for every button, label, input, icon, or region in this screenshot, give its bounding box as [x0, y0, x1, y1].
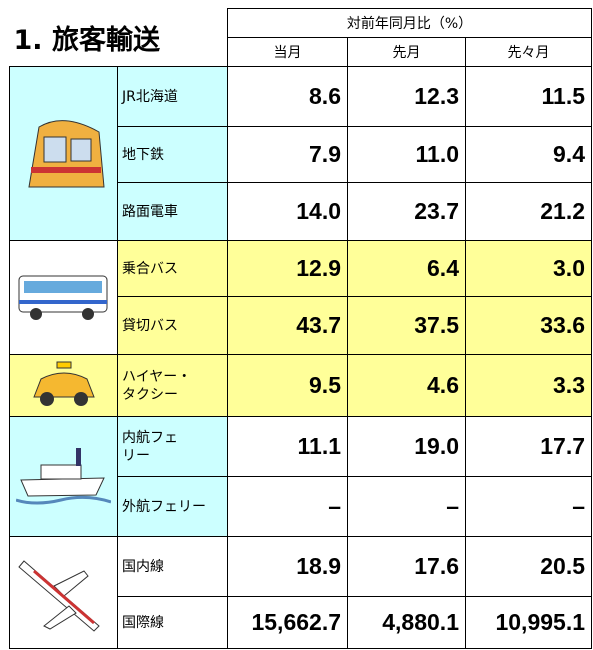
value-cell: 33.6	[466, 297, 592, 355]
header-group: 対前年同月比（%）	[228, 9, 592, 38]
icon-cell	[10, 67, 118, 241]
value-cell: 11.1	[228, 417, 348, 477]
title: 1. 旅客輸送	[10, 9, 228, 67]
row-label: JR北海道	[118, 67, 228, 127]
value-cell: 9.4	[466, 127, 592, 183]
value-cell: 19.0	[348, 417, 466, 477]
value-cell: 20.5	[466, 537, 592, 597]
value-cell: 9.5	[228, 355, 348, 417]
value-cell: 18.9	[228, 537, 348, 597]
value-cell: 7.9	[228, 127, 348, 183]
icon-cell	[10, 537, 118, 649]
value-cell: 23.7	[348, 183, 466, 241]
row-label: 国際線	[118, 597, 228, 649]
value-cell: 12.3	[348, 67, 466, 127]
column-header: 先月	[348, 38, 466, 67]
icon-cell	[10, 417, 118, 537]
value-cell: 4,880.1	[348, 597, 466, 649]
value-cell: 17.6	[348, 537, 466, 597]
value-cell: 3.0	[466, 241, 592, 297]
value-cell: 17.7	[466, 417, 592, 477]
value-cell: 15,662.7	[228, 597, 348, 649]
icon-cell	[10, 355, 118, 417]
row-label: 地下鉄	[118, 127, 228, 183]
row-label: 貸切バス	[118, 297, 228, 355]
value-cell: –	[228, 477, 348, 537]
column-header: 当月	[228, 38, 348, 67]
row-label: 国内線	[118, 537, 228, 597]
row-label: 乗合バス	[118, 241, 228, 297]
row-label: 外航フェリー	[118, 477, 228, 537]
value-cell: –	[466, 477, 592, 537]
value-cell: 37.5	[348, 297, 466, 355]
icon-cell	[10, 241, 118, 355]
value-cell: 11.5	[466, 67, 592, 127]
value-cell: 43.7	[228, 297, 348, 355]
value-cell: 14.0	[228, 183, 348, 241]
value-cell: 21.2	[466, 183, 592, 241]
value-cell: 8.6	[228, 67, 348, 127]
value-cell: –	[348, 477, 466, 537]
value-cell: 4.6	[348, 355, 466, 417]
row-label: ハイヤー・ タクシー	[118, 355, 228, 417]
row-label: 内航フェ リー	[118, 417, 228, 477]
page: 1. 旅客輸送 対前年同月比（%） 当月先月先々月 JR北海道8.612.311…	[0, 0, 593, 650]
value-cell: 6.4	[348, 241, 466, 297]
value-cell: 3.3	[466, 355, 592, 417]
value-cell: 11.0	[348, 127, 466, 183]
value-cell: 10,995.1	[466, 597, 592, 649]
value-cell: 12.9	[228, 241, 348, 297]
row-label: 路面電車	[118, 183, 228, 241]
column-header: 先々月	[466, 38, 592, 67]
